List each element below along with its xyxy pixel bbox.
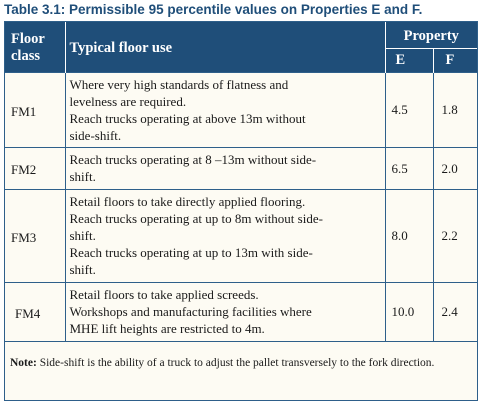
use-line: Reach trucks operating at 8 –13m without… [69,152,317,167]
floor-class-cell: FM3 [5,188,66,282]
property-e-value: 4.5 [385,71,434,147]
header-property: Property [385,22,478,49]
use-line: shift. [69,262,96,277]
use-line: MHE lift heights are restricted to 4m. [69,321,265,336]
use-line: Reach trucks operating at above 13m with… [69,110,306,126]
property-f-value: 2.0 [433,146,478,189]
header-floor-class: Floor class [5,22,66,72]
use-line: Reach trucks operating at up to 13m with… [69,245,313,260]
table-caption: Table 3.1: Permissible 95 percentile val… [4,2,423,17]
use-line: Reach trucks operating at up to 8m witho… [69,211,323,226]
use-line: Retail floors to take applied screeds. [69,287,259,302]
use-line: shift. [69,228,96,243]
use-line: Workshops and manufacturing facilities w… [69,304,312,319]
use-line: Where very high standards of flatness an… [69,76,289,92]
note-text: Side-shift is the ability of a truck to … [36,356,435,369]
header-floor-class-line-2: class [11,48,40,65]
property-f-value: 1.8 [433,71,478,147]
table-row-fm4: FM4 Retail floors to take applied screed… [5,281,478,341]
note-label: Note: [10,356,37,369]
typical-use-cell: Retail floors to take directly applied f… [65,188,386,282]
use-line: shift. [69,169,96,184]
use-line: levelness are required. [69,93,187,109]
table-row-fm3: FM3 Retail floors to take directly appli… [5,188,478,282]
property-e-value: 10.0 [385,281,434,341]
property-e-value: 6.5 [385,146,434,189]
header-property-f: F [433,48,478,72]
table-note: Note: Side-shift is the ability of a tru… [5,340,478,381]
typical-use-cell: Retail floors to take applied screeds. W… [65,281,386,341]
property-e-value: 8.0 [385,188,434,282]
header-floor-class-line-1: Floor [11,31,45,48]
floor-class-cell: FM1 [5,71,66,147]
typical-use-cell: Reach trucks operating at 8 –13m without… [65,146,386,189]
header-typical-use: Typical floor use [65,22,386,72]
use-line: Retail floors to take directly applied f… [69,194,306,209]
floor-class-cell: FM2 [5,146,66,189]
property-table-frame: Floor class Typical floor use Property E… [4,21,478,401]
property-table: Floor class Typical floor use Property E… [5,22,478,381]
typical-use-cell: Where very high standards of flatness an… [65,71,386,147]
property-f-value: 2.4 [433,281,478,341]
use-line: side-shift. [69,127,122,143]
table-row-fm2: FM2 Reach trucks operating at 8 –13m wit… [5,146,478,189]
floor-class-cell: FM4 [5,281,66,341]
property-f-value: 2.2 [433,188,478,282]
header-property-e: E [385,48,434,72]
table-row-fm1: FM1 Where very high standards of flatnes… [5,71,478,147]
table-note-row: Note: Side-shift is the ability of a tru… [5,340,478,381]
